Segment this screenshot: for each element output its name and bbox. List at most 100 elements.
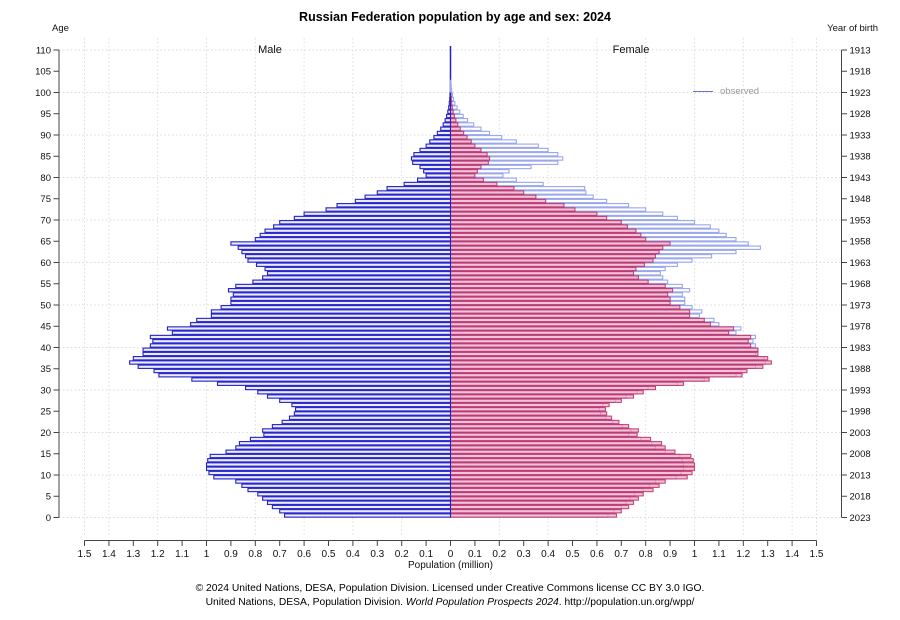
male-bar [254,237,452,242]
male-bar [241,249,452,255]
male-mirror-bar [449,181,498,187]
age-tick-label: 30 [40,385,51,396]
male-mirror-bar [449,275,639,280]
male-bar [436,130,452,136]
x-tick-label: 0.6 [590,549,604,560]
male-bar [191,377,452,382]
male-mirror-bar [449,232,642,238]
birth-year-tick-label: 2003 [850,428,871,439]
x-tick-label: 1.4 [102,549,116,560]
male-mirror-bar [449,462,696,467]
male-bar [325,207,452,212]
male-mirror-bar [449,279,649,284]
birth-year-tick-label: 1978 [850,322,871,333]
male-bar [153,368,452,374]
birth-year-tick-label: 1988 [850,364,871,375]
male-mirror-bar [449,513,617,518]
male-mirror-bar [449,356,769,361]
male-bar [423,169,452,174]
male-mirror-bar [449,402,610,408]
x-tick-label: 0.8 [248,549,262,560]
male-bar [279,509,452,514]
male-mirror-bar [449,237,647,242]
male-mirror-bar [449,113,455,119]
male-bar [166,326,452,331]
male-bar [230,300,452,306]
male-bar [266,500,452,505]
male-mirror-bar [449,292,669,297]
male-mirror-bar [449,475,688,480]
male-mirror-bar [449,377,710,382]
male-bar [448,105,452,110]
birth-year-tick-label: 1913 [850,45,871,56]
male-bar [252,279,452,284]
male-bar [259,232,452,238]
x-tick-label: 0.5 [566,549,580,560]
male-bar [376,190,452,195]
x-axis: 1.5 1.4 1.3 1.2 1.1 1 0.9 0.8 0.7 0.6 0.5 0.4 0.3 0.2… [78,540,824,560]
male-bar [255,262,452,267]
legend-item-observed[interactable]: observed [693,86,759,97]
x-tick-label: 0.3 [517,549,531,560]
male-bar [262,428,452,433]
male-mirror-bar [449,245,664,250]
x-tick-label: 0.6 [297,549,311,560]
male-bar [232,292,452,297]
male-mirror-bar [449,262,646,267]
male-mirror-bar [449,309,691,314]
male-mirror-bar [449,419,620,425]
x-tick-label: 1.1 [712,549,726,560]
x-tick-label: 0.1 [419,549,433,560]
male-bar [262,275,452,280]
male-mirror-bar [449,432,638,437]
male-mirror-bar [449,224,628,229]
male-bar [386,186,452,191]
x-tick-label: 0.4 [346,549,360,560]
male-mirror-bar [449,249,660,255]
male-bar [205,466,452,471]
male-mirror-bar [449,177,484,182]
male-mirror-bar [449,470,693,476]
male-bar [273,224,452,229]
male-mirror-bar [449,509,622,514]
male-mirror-bar [449,496,639,501]
male-mirror-bar [449,139,472,144]
x-tick-label: 0.2 [492,549,506,560]
birth-year-tick-label: 1993 [850,385,871,396]
male-mirror-bar [449,266,637,272]
male-bar [132,356,452,361]
birth-year-tick-label: 1983 [850,343,871,354]
male-bar [244,254,452,259]
x-tick-label: 1 [692,549,698,560]
male-bar [364,194,452,199]
x-tick-label: 1 [204,549,210,560]
male-bar [190,322,452,327]
footer-citation-suffix: . http://population.un.org/wpp/ [558,596,695,608]
male-bar [171,330,452,335]
male-mirror-bar [449,296,671,301]
age-tick-label: 65 [40,237,51,248]
age-axis-label: Age [52,23,69,34]
x-tick-label: 0.7 [614,549,628,560]
male-bar [264,266,452,272]
x-tick-label: 0.4 [541,549,555,560]
male-bar [354,198,452,204]
male-mirror-bar [449,194,537,199]
age-tick-label: 90 [40,130,51,141]
male-bar [244,385,452,391]
male-mirror-bar [449,330,730,335]
male-mirror-bar [449,135,468,140]
male-mirror-bar [449,241,671,246]
male-bar [449,96,452,102]
male-bar [336,203,452,208]
x-tick-label: 0.2 [395,549,409,560]
male-mirror-bar [449,122,459,127]
birth-year-tick-label: 1938 [850,152,871,163]
male-bar [412,160,452,165]
male-bar [142,351,452,357]
male-mirror-bar [449,415,613,420]
male-bar [293,215,452,221]
footer-citation-title: World Population Prospects 2024 [405,596,559,608]
